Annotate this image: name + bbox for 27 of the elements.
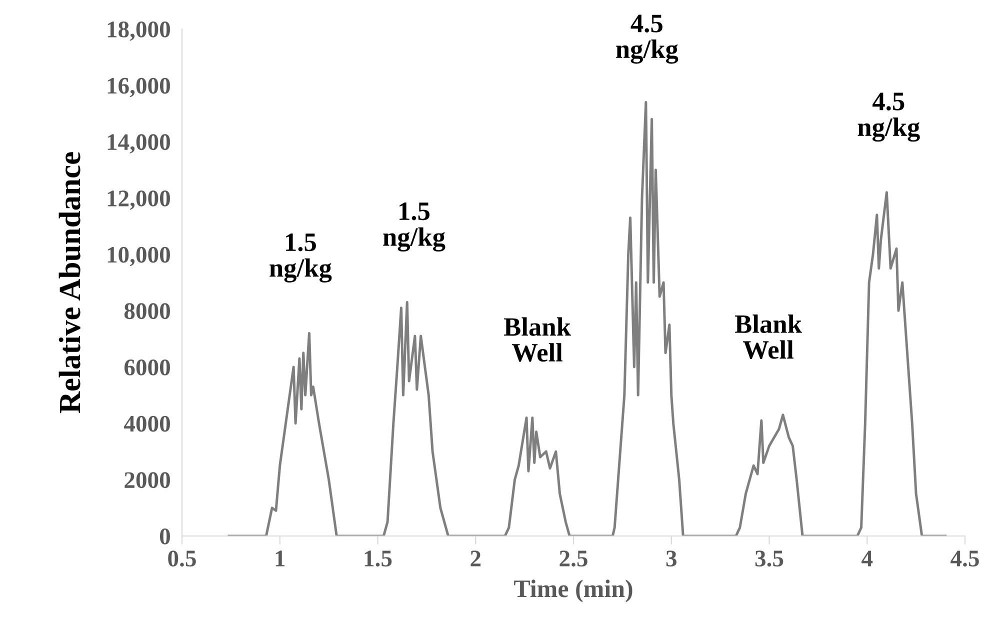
y-tick-label: 14,000 [108, 134, 170, 154]
annotation: Blank Well [734, 314, 802, 359]
y-tick-label: 8000 [124, 303, 170, 320]
x-tick-label: 4 [862, 550, 873, 566]
x-tick-label: 1 [276, 550, 285, 566]
y-tick-label: 6000 [124, 359, 170, 376]
annotation: Blank Well [504, 317, 571, 362]
x-tick-label: 3.5 [755, 550, 784, 567]
y-tick-label: 16,000 [108, 78, 170, 98]
x-tick-label: 2.5 [560, 550, 588, 567]
x-tick-label: 2 [470, 550, 481, 566]
annotation: 1.5 ng/kg [270, 233, 332, 282]
x-tick-label: 1.5 [364, 550, 392, 567]
y-tick-label: 0 [160, 528, 170, 544]
annotation: 1.5 ng/kg [383, 202, 446, 252]
annotation: 4.5 ng/kg [616, 14, 678, 64]
annotation: 4.5 ng/kg [858, 92, 920, 142]
y-tick-label: 18,000 [108, 21, 170, 41]
y-tick-label: 4000 [124, 416, 170, 432]
x-tick-label: 4.5 [950, 550, 979, 567]
y-axis-title: Relative Abundance [58, 152, 80, 414]
y-tick-label: 10,000 [108, 246, 170, 266]
y-tick-label: 2000 [124, 472, 170, 488]
y-tick-label: 12,000 [108, 190, 170, 210]
x-tick-label: 3 [666, 550, 676, 567]
x-axis-title: Time (min) [514, 580, 632, 602]
x-tick-label: 0.5 [168, 550, 196, 567]
